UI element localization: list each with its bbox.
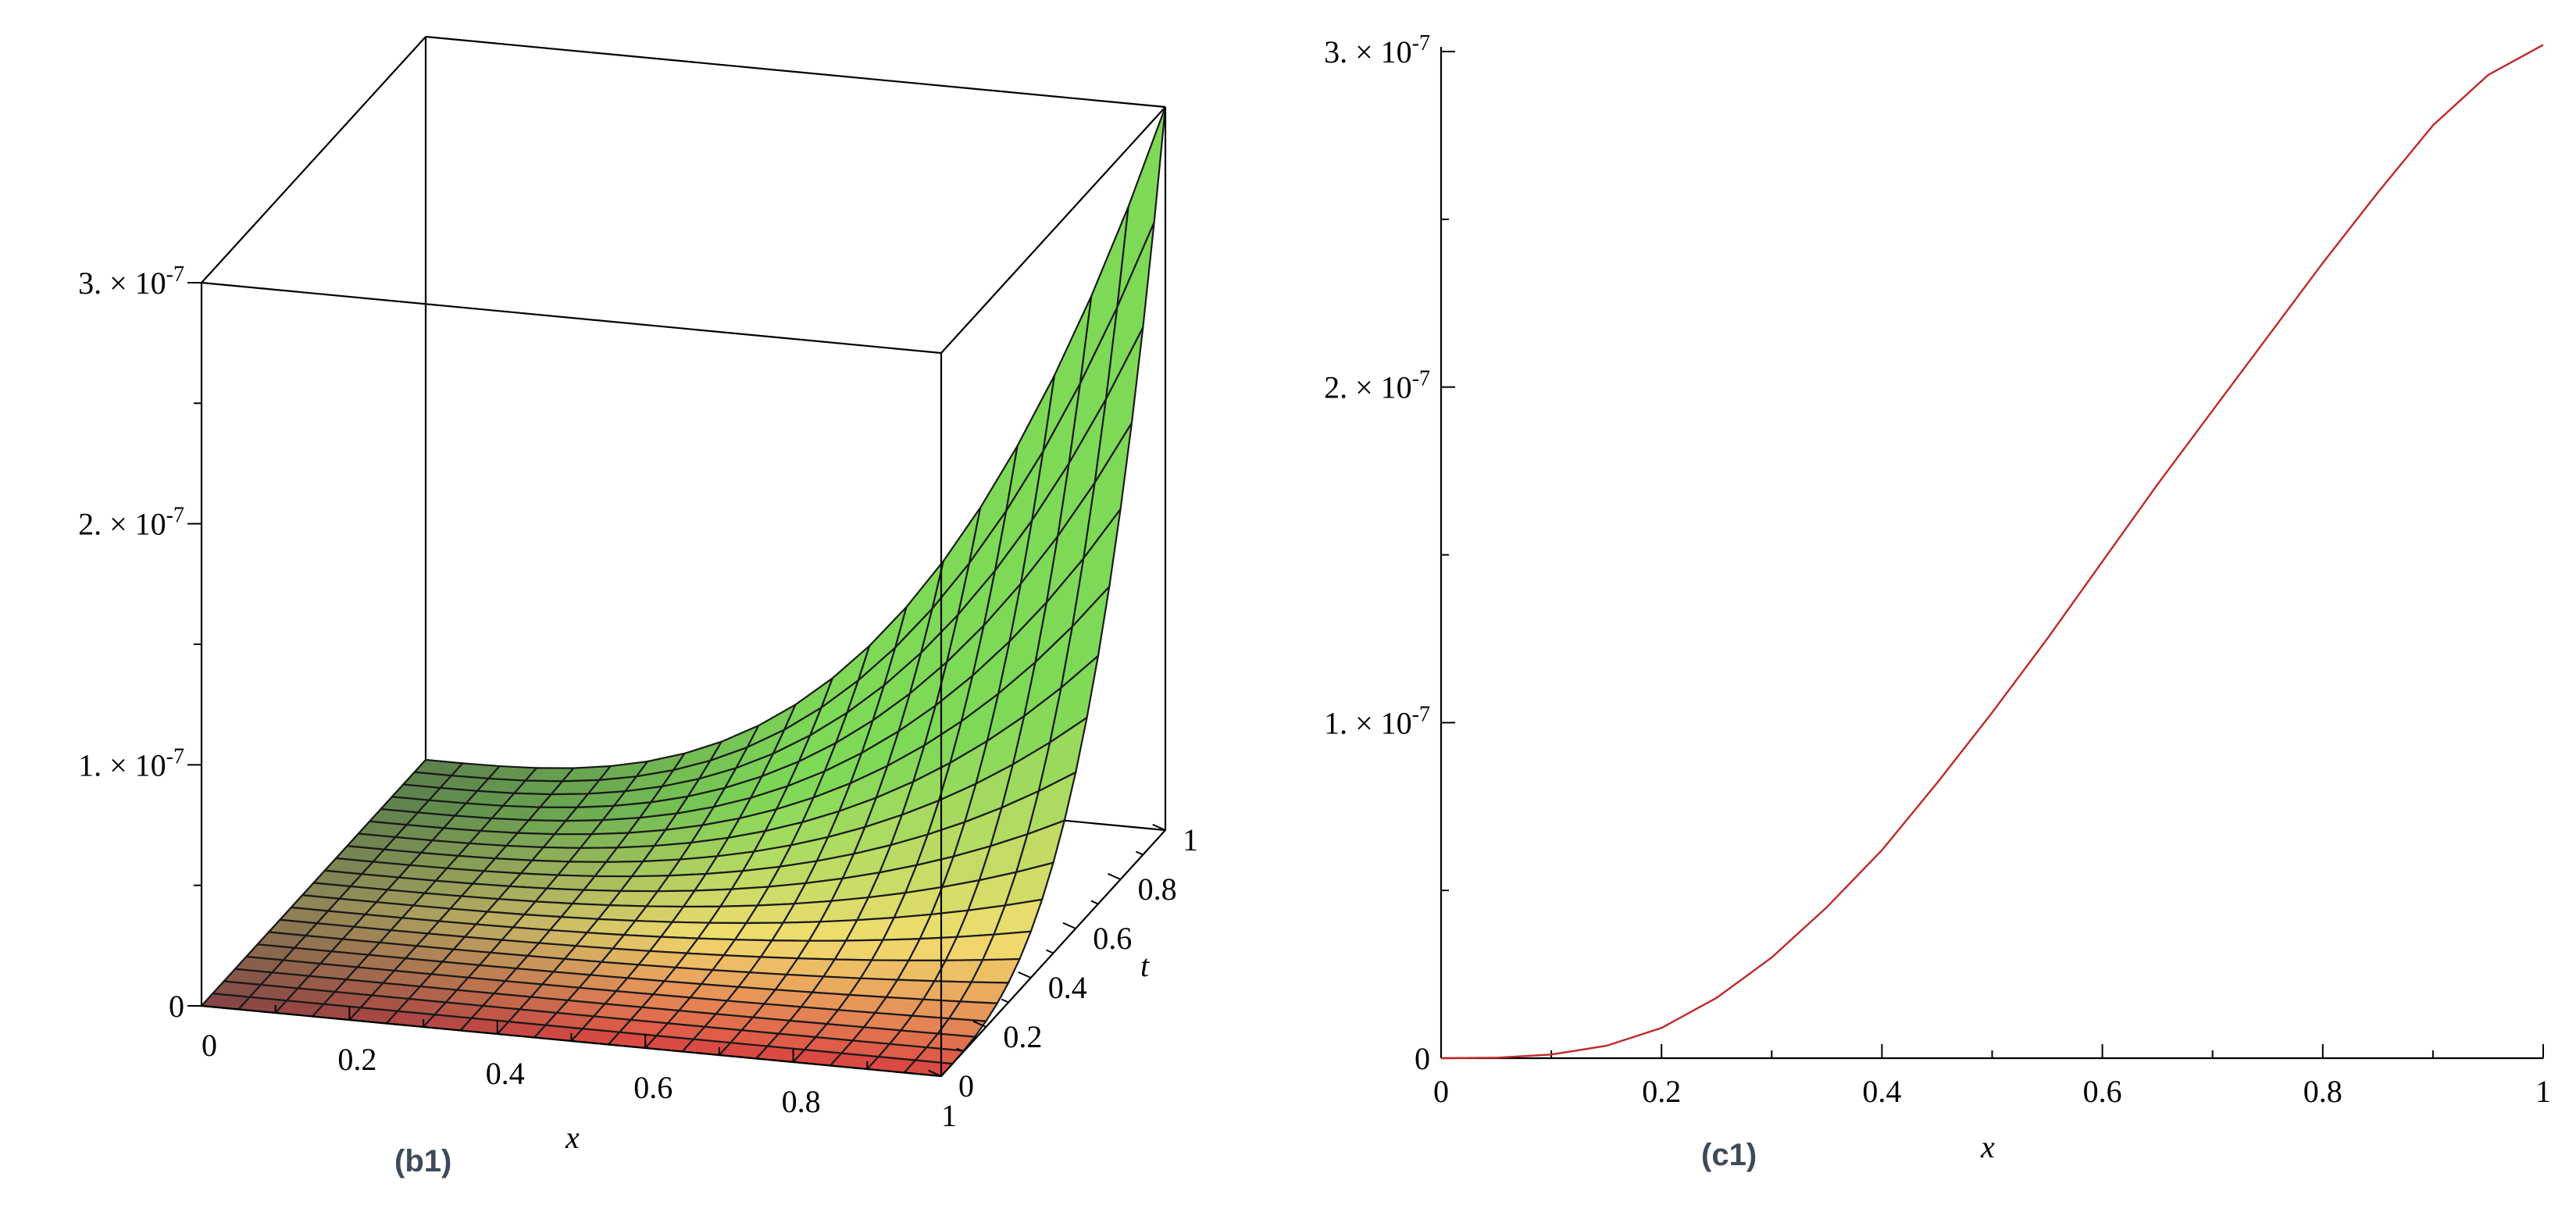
b1-t-tick [928, 1069, 942, 1077]
b1-t-tick-label: 0.6 [1093, 921, 1132, 956]
b1-labels: 01. × 10-72. × 10-73. × 10-70 0.2 0.4 0.6 0.… [78, 262, 1198, 1133]
b1-panel-tag: (b1) [394, 1144, 451, 1178]
b1-t-tick [1062, 922, 1076, 929]
b1-t-tick [1018, 971, 1032, 979]
b1-t-tick [1152, 823, 1166, 831]
c1-x-axis-label: x [1980, 1129, 1995, 1164]
b1-t-tick [1001, 998, 1009, 1004]
b1-ticks [187, 282, 1166, 1077]
b1-x-tick-label: 0.8 [782, 1084, 821, 1119]
b1-x-tick-label: 1 [941, 1098, 957, 1133]
b1-x-tick-label: 0 [202, 1028, 217, 1063]
c1-panel-tag: (c1) [1701, 1138, 1757, 1172]
b1-x-tick-label: 0.4 [486, 1056, 525, 1091]
b1-z-tick-label: 1. × 10-7 [78, 744, 184, 783]
panel-c1-line-plot: 0 0.2 0.4 0.6 0.8 1 0 1. × 10-7 2. × 10-7 3. × 10… [1324, 31, 2551, 1172]
b1-t-tick-label: 0.8 [1138, 872, 1177, 907]
b1-t-tick [1046, 949, 1054, 954]
b1-t-tick [1107, 872, 1122, 880]
c1-series-line [1440, 44, 2544, 1060]
c1-ticks [1440, 51, 2544, 1059]
b1-frame-top-right [940, 106, 1166, 354]
b1-t-axis-label: t [1140, 948, 1150, 983]
c1-y-tick-label: 0 [1415, 1041, 1430, 1076]
b1-x-axis-label: x [565, 1120, 580, 1155]
c1-x-tick-label: 0.6 [2083, 1074, 2122, 1109]
c1-x-tick-label: 1 [2535, 1074, 2551, 1109]
b1-surface [199, 106, 1167, 1078]
b1-z-tick-label: 3. × 10-7 [78, 262, 184, 301]
b1-frame-top-back [425, 35, 1166, 109]
c1-x-tick-label: 0.8 [2303, 1074, 2342, 1109]
b1-t-tick [1135, 850, 1144, 856]
panel-b1-surface-plot: 01. × 10-72. × 10-73. × 10-70 0.2 0.4 0.6 0.… [78, 35, 1198, 1178]
c1-x-tick-label: 0.2 [1642, 1074, 1681, 1109]
b1-t-tick-label: 0 [958, 1068, 974, 1103]
c1-y-tick-label: 2. × 10-7 [1324, 367, 1430, 405]
c1-labels: 0 0.2 0.4 0.6 0.8 1 0 1. × 10-7 2. × 10-7 3. × 10… [1324, 31, 2551, 1109]
b1-t-tick [1090, 900, 1099, 905]
b1-t-tick-label: 1 [1183, 822, 1198, 857]
c1-y-tick-label: 1. × 10-7 [1324, 702, 1430, 740]
c1-x-tick-label: 0 [1433, 1074, 1449, 1109]
c1-axes [1440, 47, 2543, 1060]
b1-z-tick-label: 0 [169, 989, 184, 1024]
b1-frame-top-left [201, 36, 426, 283]
b1-frame-top-front [201, 281, 942, 355]
b1-z-tick-label: 2. × 10-7 [78, 504, 184, 542]
c1-x-tick-label: 0.4 [1862, 1074, 1901, 1109]
b1-t-tick-label: 0.4 [1048, 970, 1087, 1005]
b1-t-tick-label: 0.2 [1003, 1019, 1042, 1054]
b1-t-tick [956, 1047, 965, 1053]
b1-x-tick-label: 0.6 [633, 1070, 673, 1105]
b1-t-tick [972, 1020, 987, 1028]
b1-x-tick-label: 0.2 [337, 1042, 376, 1077]
c1-y-tick-label: 3. × 10-7 [1324, 31, 1430, 70]
